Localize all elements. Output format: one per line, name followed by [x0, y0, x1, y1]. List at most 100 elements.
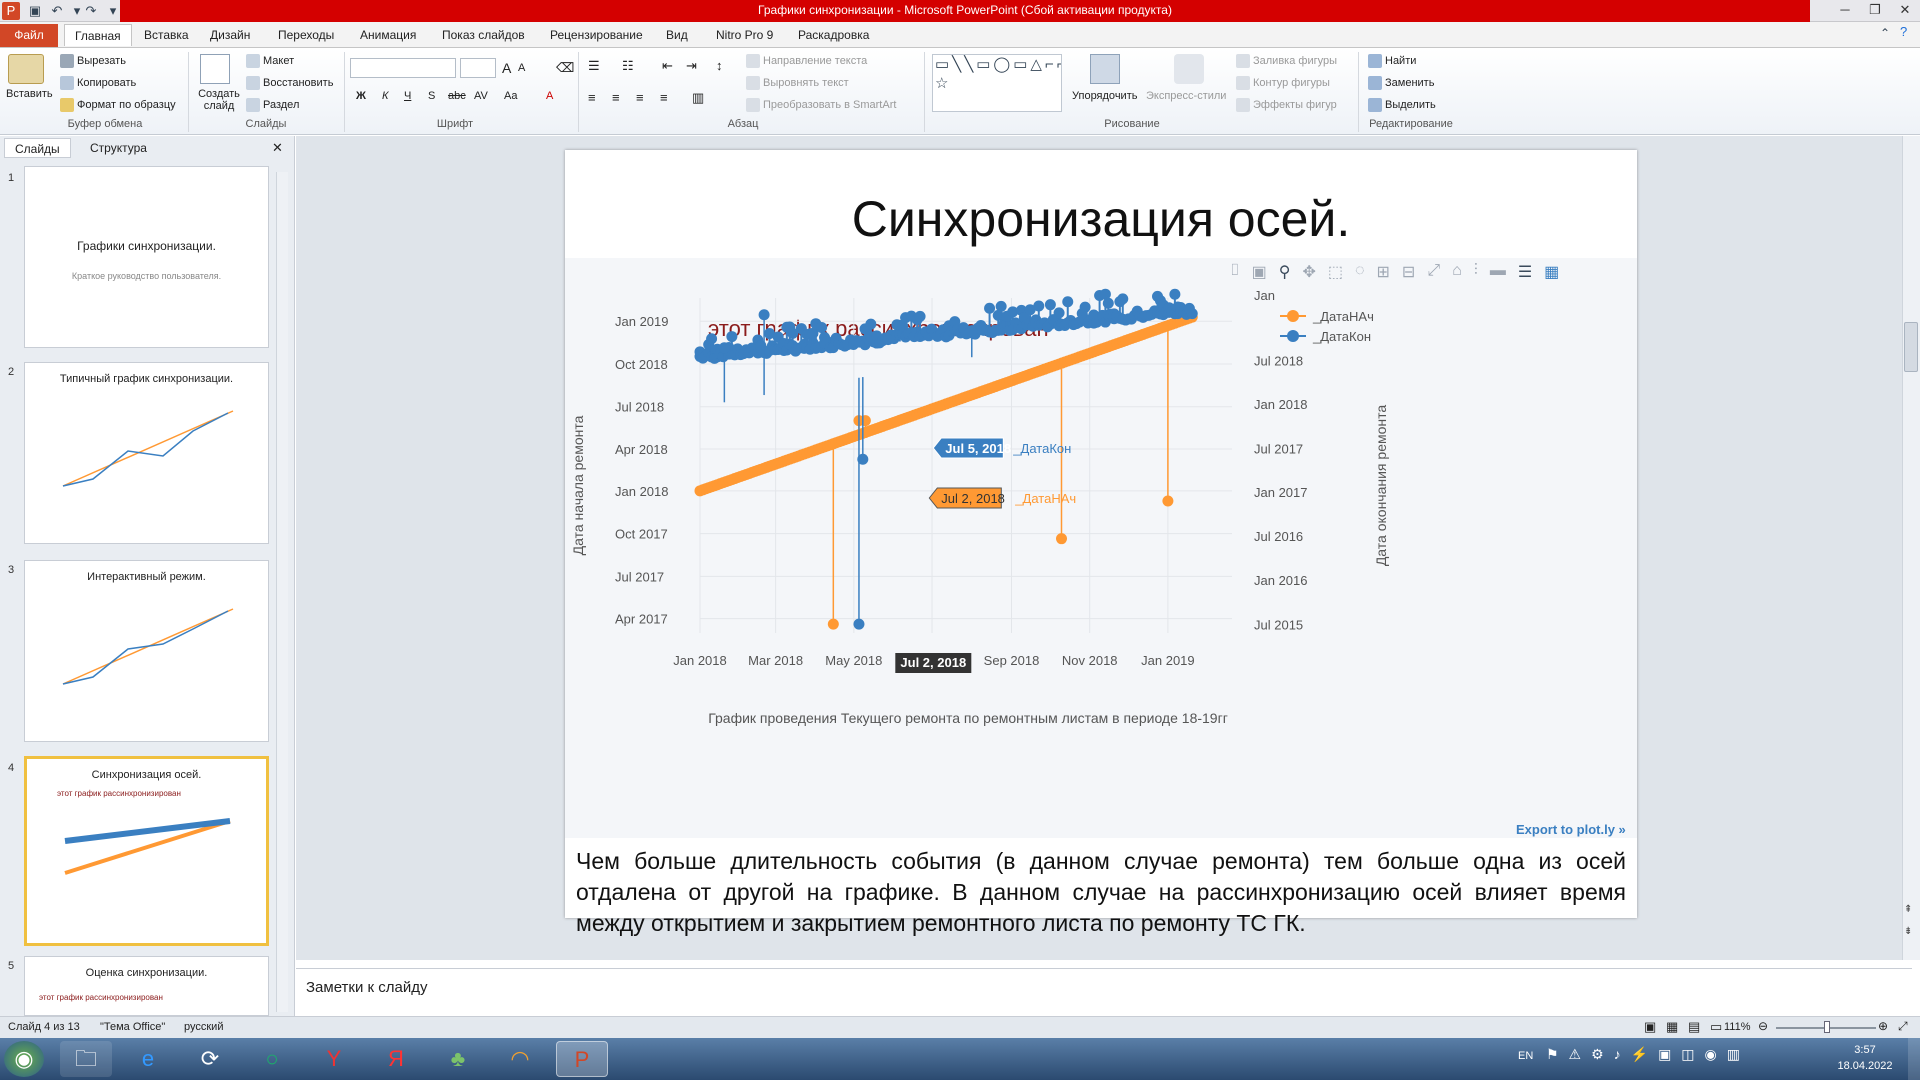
zoom-slider-thumb[interactable] [1824, 1021, 1830, 1033]
font-shrink-icon[interactable]: A [518, 62, 526, 74]
reset-button[interactable]: Восстановить [246, 76, 333, 90]
italic-button[interactable]: К [382, 90, 389, 102]
tab-home[interactable]: Главная [64, 24, 132, 46]
undo-icon[interactable]: ↶ [51, 3, 63, 18]
quick-styles-button[interactable]: Экспресс-стили [1146, 90, 1227, 102]
tab-insert[interactable]: Вставка [144, 28, 189, 42]
shape-fill-button[interactable]: Заливка фигуры [1236, 54, 1337, 68]
cut-button[interactable]: Вырезать [60, 54, 126, 68]
status-language[interactable]: русский [184, 1021, 224, 1033]
minimize-button[interactable]: ─ [1840, 2, 1850, 17]
yandex-browser-icon[interactable]: Y [326, 1046, 342, 1071]
quick-styles-icon[interactable] [1174, 54, 1204, 84]
reset-axes-icon[interactable]: ⌂ [1452, 262, 1462, 279]
new-slide-button[interactable]: Создать слайд [198, 88, 240, 112]
pan-icon[interactable]: ✥ [1302, 264, 1316, 281]
ribbon-collapse-icon[interactable]: ⌃ [1880, 26, 1891, 40]
export-link[interactable]: Export to plot.ly » [1516, 822, 1626, 837]
slide-body-text[interactable]: Чем больше длительность события (в данно… [576, 848, 1626, 936]
normal-view-icon[interactable]: ▣ [1644, 1019, 1657, 1034]
powerpoint-logo-icon[interactable]: P [2, 2, 20, 20]
pdf-app-icon[interactable]: ◠ [510, 1046, 530, 1071]
arrange-icon[interactable] [1090, 54, 1120, 84]
tab-outline-panel[interactable]: Структура [90, 141, 147, 155]
yandex-icon[interactable]: Я [388, 1046, 404, 1071]
smartart-button[interactable]: Преобразовать в SmartArt [746, 98, 896, 112]
camera-icon[interactable]: ⌷ [1230, 262, 1240, 279]
notes-pane[interactable]: Заметки к слайду [296, 968, 1912, 1015]
box-select-icon[interactable]: ⬚ [1327, 264, 1343, 281]
arrange-button[interactable]: Упорядочить [1072, 90, 1138, 102]
slide-title[interactable]: Синхронизация осей. [851, 191, 1351, 247]
zoom-out-button[interactable]: ⊖ [1758, 1019, 1769, 1033]
tab-nitro[interactable]: Nitro Pro 9 [716, 28, 774, 42]
shape-effects-button[interactable]: Эффекты фигур [1236, 98, 1337, 112]
bold-button[interactable]: Ж [356, 90, 366, 102]
slide-thumbnail-4-selected[interactable]: Синхронизация осей. этот график рассинхр… [24, 756, 269, 946]
find-button[interactable]: Найти [1368, 54, 1416, 68]
bullets-icon[interactable]: ☰ [588, 58, 600, 73]
hover-compare-icon[interactable]: ☰ [1517, 264, 1533, 281]
shapes-gallery[interactable]: ▭╲╲▭◯▭△⌐⌐⇨⇩◠↯⌒⌒{}☆ [932, 54, 1062, 112]
save-plot-icon[interactable]: ▣ [1251, 264, 1267, 281]
powerpoint-taskbar-icon[interactable]: P [556, 1041, 608, 1077]
indent-icon[interactable]: ⇤ [662, 58, 673, 73]
close-button[interactable]: ✕ [1899, 2, 1911, 17]
font-color-button[interactable]: A [546, 90, 554, 102]
format-painter-button[interactable]: Формат по образцу [60, 98, 176, 112]
lasso-icon[interactable]: ◌ [1354, 262, 1365, 279]
numbering-icon[interactable]: ☷ [622, 58, 634, 73]
strikethrough-button[interactable]: abc [448, 90, 466, 102]
clear-format-icon[interactable]: ⌫ [556, 60, 575, 75]
restore-button[interactable]: ❐ [1869, 2, 1881, 17]
redo-icon[interactable]: ↷ [85, 3, 97, 18]
slide-thumbnail-2[interactable]: Типичный график синхронизации. [24, 362, 269, 544]
panel-scrollbar[interactable] [276, 172, 288, 1012]
font-grow-icon[interactable]: A [502, 60, 512, 76]
tray-icons[interactable]: ⚑⚠⚙♪⚡▣◫◉▥ [1546, 1046, 1750, 1062]
copy-button[interactable]: Копировать [60, 76, 136, 90]
tab-view[interactable]: Вид [666, 28, 688, 42]
tab-review[interactable]: Рецензирование [550, 28, 643, 42]
tray-language[interactable]: EN [1518, 1050, 1534, 1062]
customize-qat-icon[interactable]: ▾ [109, 3, 117, 18]
zoom-in-icon[interactable]: ⊞ [1376, 264, 1390, 281]
slideshow-view-icon[interactable]: ▭ [1710, 1019, 1723, 1034]
tab-storyboard[interactable]: Раскадровка [798, 28, 870, 42]
tab-animation[interactable]: Анимация [360, 28, 417, 42]
tray-date[interactable]: 18.04.2022 [1837, 1060, 1893, 1072]
layout-button[interactable]: Макет [246, 54, 294, 68]
zoom-in-button[interactable]: ⊕ [1878, 1019, 1889, 1033]
show-desktop-button[interactable] [1908, 1038, 1920, 1080]
status-theme[interactable]: "Тема Office" [100, 1021, 166, 1033]
align-text-button[interactable]: Выровнять текст [746, 76, 849, 90]
tab-design[interactable]: Дизайн [210, 28, 251, 42]
browser-icon[interactable]: ⟳ [200, 1046, 220, 1071]
spike-lines-icon[interactable]: ⫶ [1473, 262, 1478, 279]
change-case-button[interactable]: Aa [504, 90, 518, 102]
hover-closest-icon[interactable]: ▬ [1489, 262, 1506, 279]
shape-outline-button[interactable]: Контур фигуры [1236, 76, 1330, 90]
tab-slides-panel[interactable]: Слайды [4, 138, 71, 158]
font-name-select[interactable] [350, 58, 456, 78]
save-icon[interactable]: ▣ [28, 3, 42, 18]
zoom-out-icon[interactable]: ⊟ [1401, 264, 1416, 281]
ie-icon[interactable]: e [141, 1046, 155, 1071]
tab-slideshow[interactable]: Показ слайдов [442, 28, 525, 42]
align-left-icon[interactable]: ≡ [588, 90, 596, 105]
justify-icon[interactable]: ≡ [660, 90, 668, 105]
new-slide-icon[interactable] [200, 54, 230, 84]
zoom-icon[interactable]: ⚲ [1278, 264, 1291, 281]
slide-thumbnail-1[interactable]: Графики синхронизации. Краткое руководст… [24, 166, 269, 348]
spacing-button[interactable]: AV [474, 90, 488, 102]
reading-view-icon[interactable]: ▤ [1688, 1019, 1701, 1034]
slide-thumbnail-5[interactable]: Оценка синхронизации. этот график рассин… [24, 956, 269, 1016]
align-center-icon[interactable]: ≡ [612, 90, 620, 105]
app-icon[interactable]: ♣ [450, 1046, 466, 1071]
scroll-next-slide-icon[interactable]: ⇟ [1904, 926, 1913, 937]
tab-file[interactable]: Файл [0, 24, 58, 47]
replace-button[interactable]: Заменить [1368, 76, 1434, 90]
help-icon[interactable]: ? [1900, 24, 1908, 39]
shadow-button[interactable]: S [428, 90, 436, 102]
